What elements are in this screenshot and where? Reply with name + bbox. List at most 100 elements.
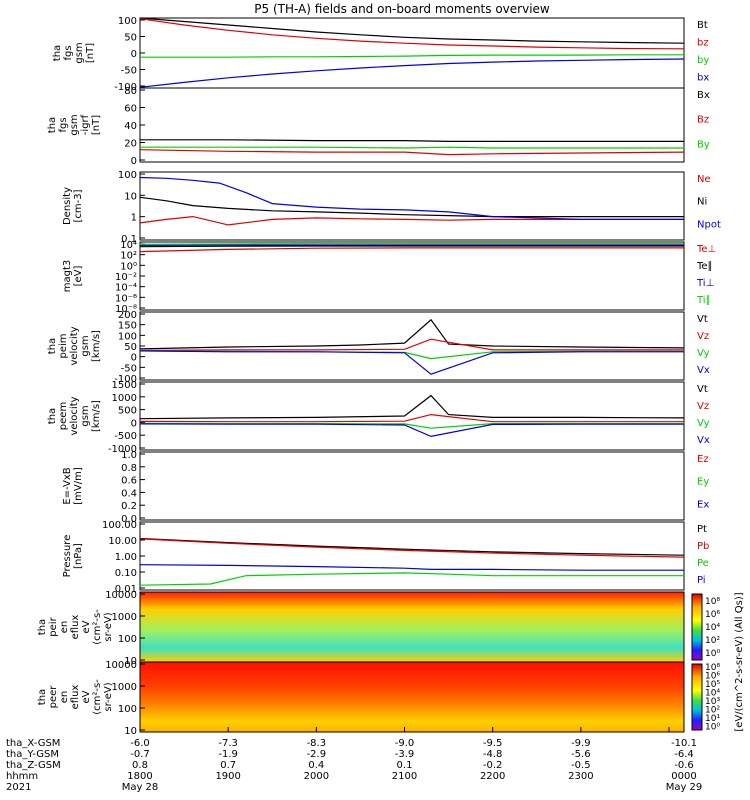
x-tick-label: 0.4	[308, 760, 324, 771]
panel-peer_en_eflux: 10000 1000 100 10 tha peer en eflux eV (cm²-s-sr-…	[37, 660, 685, 737]
legend-label: by	[697, 55, 709, 66]
x-tick-label: -0.7	[130, 749, 150, 760]
colorbar-lower	[691, 663, 703, 731]
legend-label: Bx	[697, 90, 710, 101]
series-line-Bz	[139, 149, 685, 156]
x-tick-label: -0.6	[674, 760, 694, 771]
y-tick-label: 0	[131, 418, 137, 429]
series-line-Bt	[139, 17, 685, 44]
y-axis-label: [nT]	[91, 115, 102, 135]
y-tick-label: -100	[114, 374, 137, 385]
legend-label: Ez	[697, 454, 709, 465]
y-tick-label: 0.1	[121, 234, 137, 245]
y-axis-label: tha	[37, 689, 48, 705]
y-tick-label: 10⁻²	[115, 272, 137, 283]
y-axis-label: peim	[58, 333, 69, 358]
y-axis-label: gsm	[80, 405, 91, 426]
y-tick-label: 0.10	[115, 568, 137, 579]
x-tick-label: -7.3	[218, 738, 238, 749]
panel-fgs_gsm_igrf: 80 60 40 20 0 tha fgs gsm -igrf [nT] Bx Bz By	[47, 86, 710, 167]
series-line-Vx	[139, 350, 684, 375]
legend-label: Te∥	[696, 261, 713, 272]
x-tick-label: May 28	[122, 782, 159, 793]
x-tick-label: May 29	[666, 782, 703, 793]
x-row-label: tha_Y-GSM	[6, 749, 59, 760]
legend-label: Vz	[697, 331, 709, 342]
legend-label: Ni	[697, 197, 707, 208]
x-tick-label: 0.7	[220, 760, 236, 771]
y-tick-label: -50	[121, 66, 137, 77]
x-tick-label: -4.8	[483, 749, 503, 760]
legend-label: Pe	[697, 558, 709, 569]
legend-label: Ex	[697, 499, 709, 510]
y-axis-label: en	[59, 621, 70, 634]
legend-label: Ne	[697, 174, 711, 185]
y-tick-label: 500	[118, 406, 137, 417]
legend-label: Ey	[697, 477, 709, 488]
x-tick-label: -9.9	[571, 738, 591, 749]
y-axis-label: [eV]	[73, 266, 84, 287]
x-tick-label: -3.9	[395, 749, 415, 760]
x-tick-label: 0.1	[397, 760, 413, 771]
y-axis-label: (cm²-s-	[92, 609, 103, 645]
y-axis-label: velocity	[69, 326, 80, 365]
panel-fgs_gsm: 100 50 0 -50 -100 tha fgs gsm [nT] Bt bz by bx	[52, 16, 709, 93]
legend-label: Vx	[697, 365, 710, 376]
y-tick-label: 1.0	[121, 450, 137, 461]
heatmap-fill	[140, 662, 684, 732]
y-tick-label: 150	[118, 321, 137, 332]
x-tick-label: -6.0	[130, 738, 150, 749]
y-axis-label: [km/s]	[91, 330, 102, 362]
y-axis-label: en	[59, 691, 70, 704]
series-line-Pe	[139, 572, 684, 586]
series-line-Vt	[139, 394, 685, 420]
y-tick-label: 100	[118, 170, 137, 181]
y-tick-label: -50	[121, 363, 137, 374]
y-axis-label: eflux	[70, 685, 81, 710]
y-tick-label: 10	[124, 191, 137, 202]
legend-label: By	[697, 139, 710, 150]
y-axis-label: [nT]	[85, 43, 96, 63]
y-tick-label: 10²	[120, 251, 137, 262]
legend-label: Vy	[697, 348, 710, 359]
y-axis-label: [km/s]	[91, 400, 102, 432]
x-tick-label: 2200	[480, 771, 505, 782]
y-axis-label: fgs	[58, 117, 69, 132]
legend-label: Vx	[697, 435, 710, 446]
series-line-Vz	[139, 338, 684, 352]
series-line-By	[140, 146, 684, 149]
y-axis-label: [nPa]	[73, 543, 84, 569]
y-tick-label: 10⁴	[120, 240, 137, 251]
series-line-Vz	[139, 413, 684, 423]
series-line-Te⊥	[139, 247, 684, 253]
y-axis-label: (cm²-s-	[92, 679, 103, 715]
y-axis-label: eflux	[70, 615, 81, 640]
y-axis-label: Density	[62, 187, 73, 225]
y-tick-label: -500	[114, 431, 137, 442]
y-axis-label: E=-VxB	[62, 467, 73, 504]
panel-density: 100 10 1 0.1 Density [cm-3] Ne Ni Npot	[62, 170, 721, 245]
x-row-label: hhmm	[6, 771, 38, 782]
series-line-bx	[139, 58, 685, 88]
legend-label: Vy	[697, 418, 710, 429]
series-line-Vt	[139, 318, 685, 350]
y-axis-label: gsm	[69, 114, 80, 135]
y-tick-label: 1000	[112, 612, 137, 623]
y-axis-label: gsm	[80, 335, 91, 356]
y-tick-label: 0.8	[121, 463, 137, 474]
y-axis-label: tha	[47, 117, 58, 133]
x-tick-label: 0000	[671, 771, 696, 782]
y-tick-label: 10⁰	[120, 261, 137, 272]
y-tick-label: 0.6	[121, 476, 137, 487]
y-tick-label: 0.0	[121, 514, 137, 525]
colorbar: 10⁸10⁶10⁴10²10⁰10⁸10⁶10⁵10⁴10³10²10¹10⁰[…	[691, 592, 745, 733]
x-tick-label: -9.0	[395, 738, 415, 749]
x-tick-label: -0.5	[571, 760, 591, 771]
panel-frame	[139, 171, 685, 241]
y-tick-label: 50	[124, 342, 137, 353]
legend-label: Npot	[697, 219, 721, 230]
y-tick-label: 1500	[112, 380, 137, 391]
